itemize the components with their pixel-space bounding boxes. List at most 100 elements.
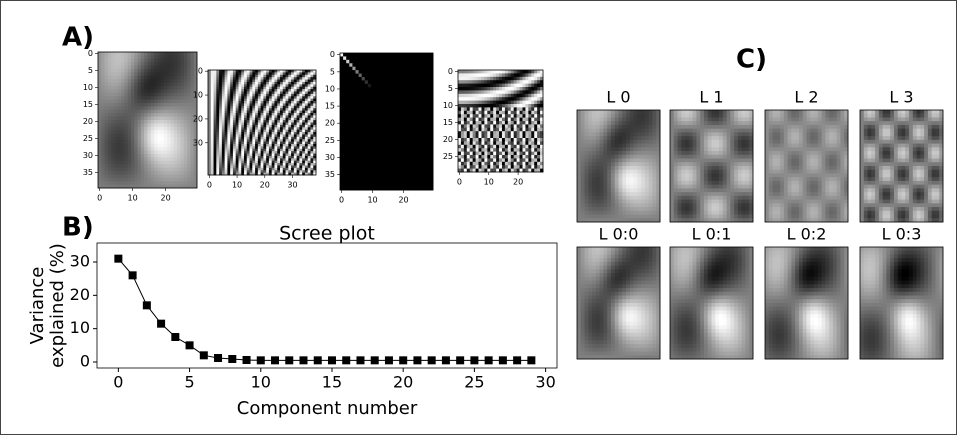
image-cell — [392, 148, 397, 153]
image-cell — [154, 171, 158, 175]
image-cell — [534, 70, 538, 74]
image-cell — [127, 157, 132, 162]
x-tick-label: 10 — [367, 196, 377, 205]
image-cell — [429, 166, 434, 170]
image-cell — [160, 143, 165, 148]
image-cell — [296, 120, 300, 123]
image-cell — [519, 73, 523, 78]
image-cell — [296, 89, 300, 92]
image-cell — [260, 74, 264, 78]
image-cell — [296, 103, 300, 107]
image-cell — [210, 163, 214, 166]
image-cell — [414, 66, 418, 71]
image-cell — [216, 89, 220, 92]
image-cell — [107, 157, 112, 162]
image-cell — [513, 124, 518, 129]
image-cell — [346, 131, 350, 136]
image-cell — [164, 82, 168, 87]
image-cell — [367, 56, 372, 61]
image-cell — [244, 163, 248, 166]
image-cell — [367, 53, 372, 57]
image-cell — [157, 143, 162, 148]
image-cell — [266, 160, 270, 164]
image-cell — [221, 105, 226, 109]
image-cell — [499, 148, 503, 152]
image-cell — [537, 90, 541, 95]
image-cell — [170, 72, 175, 77]
image-cell — [490, 76, 494, 81]
image-cell — [367, 107, 372, 112]
image-cell — [313, 129, 317, 133]
image-cell — [227, 89, 231, 92]
image-cell — [154, 103, 158, 107]
image-cell — [277, 134, 281, 138]
image-cell — [525, 76, 529, 81]
image-cell — [144, 143, 148, 148]
image-cell — [340, 152, 344, 157]
image-cell — [210, 115, 214, 119]
image-cell — [249, 77, 253, 80]
image-cell — [257, 115, 262, 119]
image-cell — [232, 170, 237, 174]
image-cell — [180, 123, 185, 128]
image-cell — [493, 110, 497, 115]
image-cell — [423, 166, 428, 170]
image-cell — [484, 70, 488, 74]
image-cell — [313, 153, 317, 157]
image-cell — [460, 73, 465, 78]
image-cell — [144, 160, 148, 165]
image-cell — [371, 142, 375, 146]
image-cell — [352, 159, 356, 163]
image-cell — [475, 155, 479, 159]
image-cell — [534, 100, 538, 105]
image-cell — [310, 103, 314, 107]
image-cell — [420, 97, 425, 102]
image-cell — [117, 130, 122, 134]
image-cell — [481, 87, 485, 91]
image-cell — [121, 96, 125, 100]
image-cell — [458, 107, 462, 112]
image-cell — [285, 172, 289, 176]
image-cell — [392, 87, 397, 92]
image-cell — [170, 126, 175, 131]
image-cell — [140, 75, 145, 80]
image-cell — [271, 112, 275, 116]
image-cell — [235, 151, 239, 154]
image-cell — [104, 75, 109, 80]
image-cell — [490, 90, 494, 95]
image-cell — [224, 101, 228, 104]
image-cell — [167, 82, 171, 87]
image-cell — [263, 148, 267, 152]
image-cell — [496, 70, 500, 74]
image-cell — [244, 108, 248, 111]
image-cell — [340, 162, 344, 167]
image-cell — [361, 176, 366, 181]
image-cell — [493, 107, 497, 112]
image-cell — [271, 105, 275, 109]
image-cell — [355, 53, 359, 57]
image-cell — [540, 148, 544, 152]
image-cell — [104, 116, 109, 121]
image-cell — [504, 110, 509, 115]
image-cell — [302, 148, 306, 152]
image-cell — [355, 73, 359, 78]
image-cell — [364, 152, 369, 157]
image-cell — [392, 63, 397, 68]
image-cell — [285, 79, 289, 83]
image-cell — [219, 72, 223, 76]
image-cell — [367, 176, 372, 181]
image-cell — [389, 183, 394, 187]
image-cell — [481, 83, 485, 88]
image-cell — [104, 72, 109, 77]
image-cell — [423, 128, 428, 133]
image-cell — [249, 148, 253, 152]
image-cell — [377, 111, 381, 116]
image-cell — [484, 141, 488, 146]
image-cell — [293, 153, 298, 157]
image-cell — [252, 167, 256, 171]
image-cell — [124, 69, 129, 73]
image-cell — [121, 133, 125, 138]
image-cell — [389, 148, 394, 153]
image-cell — [340, 53, 344, 57]
image-cell — [244, 153, 248, 157]
